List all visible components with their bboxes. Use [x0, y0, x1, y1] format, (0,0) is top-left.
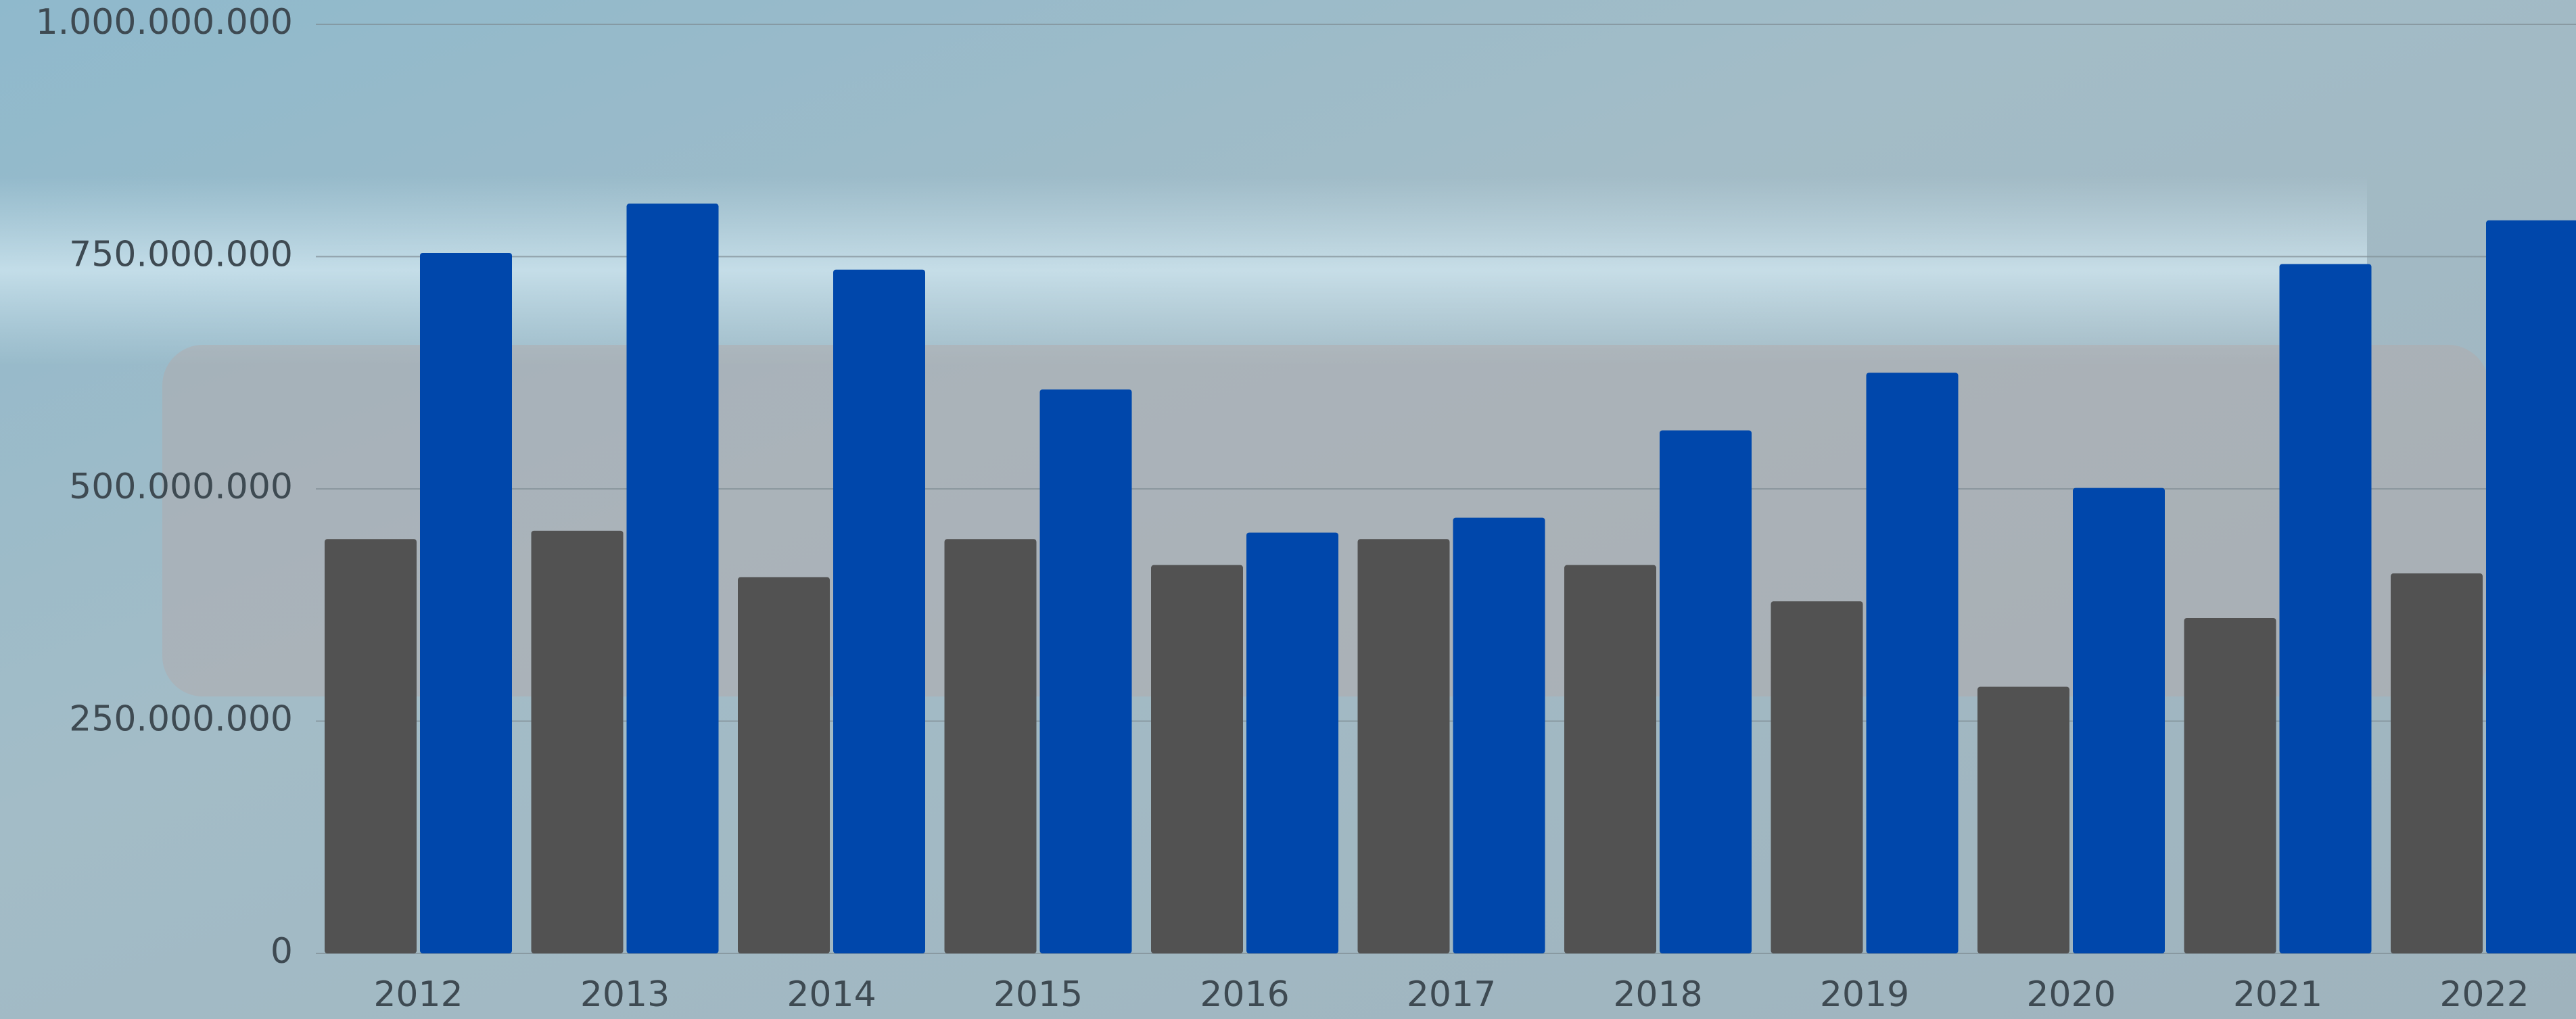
y-tick-label: 250.000.000 — [69, 699, 293, 740]
x-tick-label: 2014 — [787, 974, 876, 1015]
bar — [1660, 430, 1752, 953]
bar — [833, 269, 925, 954]
y-tick-label: 750.000.000 — [69, 235, 293, 275]
x-tick-label: 2012 — [373, 974, 463, 1015]
bar — [531, 530, 624, 953]
x-tick-label: 2016 — [1200, 974, 1289, 1015]
x-tick-label: 2017 — [1407, 974, 1496, 1015]
x-tick-label: 2022 — [2439, 974, 2529, 1015]
bar — [1771, 601, 1863, 953]
bar — [1151, 565, 1243, 953]
bar — [1039, 389, 1132, 953]
y-tick-label: 500.000.000 — [69, 467, 293, 507]
y-tick-label: 0 — [271, 931, 293, 972]
bar — [1246, 532, 1338, 953]
bar — [626, 204, 719, 953]
bar — [2184, 617, 2276, 953]
bar — [1564, 565, 1656, 953]
x-tick-label: 2019 — [1820, 974, 1909, 1015]
x-tick-label: 2013 — [580, 974, 670, 1015]
bar — [325, 539, 417, 953]
bar — [1453, 517, 1545, 953]
bar — [2391, 573, 2483, 953]
bar — [944, 539, 1037, 953]
x-tick-label: 2015 — [993, 974, 1083, 1015]
background-wake — [0, 176, 2367, 365]
x-tick-label: 2021 — [2233, 974, 2322, 1015]
bar — [420, 253, 512, 953]
bar — [2279, 264, 2372, 953]
x-tick-label: 2018 — [1613, 974, 1702, 1015]
bar — [2073, 488, 2165, 953]
bar — [1866, 373, 1959, 953]
bar — [1977, 686, 2069, 953]
bar — [2486, 220, 2576, 953]
x-tick-label: 2020 — [2026, 974, 2115, 1015]
bar — [738, 577, 830, 953]
bar — [1357, 539, 1450, 953]
y-tick-label: 1.000.000.000 — [36, 2, 293, 43]
